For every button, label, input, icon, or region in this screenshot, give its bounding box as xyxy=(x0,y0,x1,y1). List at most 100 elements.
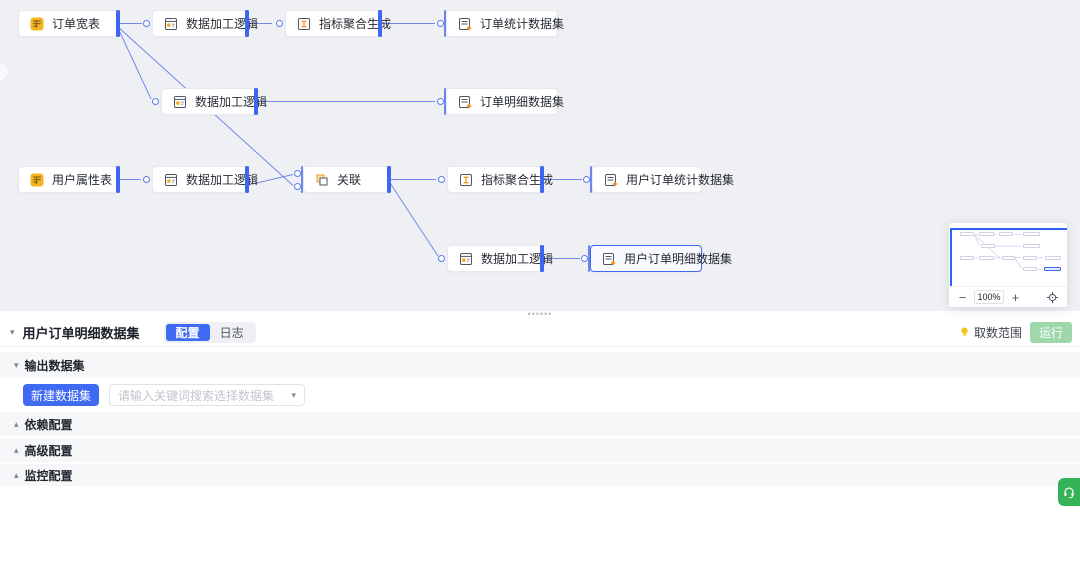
input-port[interactable] xyxy=(438,255,445,262)
flow-node[interactable]: 用户订单统计数据集 xyxy=(583,166,734,193)
input-port[interactable] xyxy=(276,20,283,27)
input-port-bar xyxy=(444,10,446,37)
input-port[interactable] xyxy=(294,170,301,177)
node-label: 数据加工逻辑 xyxy=(195,95,268,109)
input-port[interactable] xyxy=(294,183,301,190)
input-port[interactable] xyxy=(437,20,444,27)
output-dataset-content: 新建数据集 请输入关键词搜索选择数据集 xyxy=(0,378,1080,412)
drag-dots-icon xyxy=(528,311,553,318)
section-monitor-config[interactable]: 监控配置 xyxy=(0,464,1080,486)
flow-node[interactable]: 用户订单明细数据集 xyxy=(581,245,732,272)
flow-node[interactable]: 数据加工逻辑 xyxy=(438,245,553,272)
input-port-bar xyxy=(301,166,303,193)
panel-title: 用户订单明细数据集 xyxy=(22,325,140,341)
node-label: 订单宽表 xyxy=(52,17,101,31)
node-label: 数据加工逻辑 xyxy=(481,252,554,266)
dataset-icon xyxy=(604,173,618,187)
node-label: 指标聚合生成 xyxy=(481,173,554,187)
minimap-node xyxy=(1044,267,1061,272)
minimap-node xyxy=(999,232,1014,237)
zoom-in-button[interactable]: + xyxy=(1011,289,1020,305)
input-port[interactable] xyxy=(583,176,590,183)
output-port-bar[interactable] xyxy=(540,245,544,272)
new-dataset-button[interactable]: 新建数据集 xyxy=(23,384,100,406)
section-expand-icon xyxy=(14,361,19,370)
minimap-node xyxy=(1001,255,1015,260)
logic-icon xyxy=(459,252,473,266)
minimap-node xyxy=(979,232,994,237)
node-label: 关联 xyxy=(337,173,362,187)
flow-node[interactable]: 用户属性表 xyxy=(18,166,120,193)
minimap-node xyxy=(1023,232,1040,237)
output-port-bar[interactable] xyxy=(245,166,249,193)
minimap-edge xyxy=(974,234,980,246)
input-port[interactable] xyxy=(438,176,445,183)
input-port[interactable] xyxy=(581,255,588,262)
chevron-down-icon xyxy=(291,390,296,401)
flow-node[interactable]: 数据加工逻辑 xyxy=(152,88,267,115)
input-port[interactable] xyxy=(152,98,159,105)
flow-node[interactable]: 指标聚合生成 xyxy=(438,166,553,193)
minimap-node xyxy=(1023,267,1038,272)
run-button[interactable]: 运行 xyxy=(1030,321,1072,343)
zoom-out-button[interactable]: − xyxy=(958,289,967,305)
minimap-node xyxy=(1023,244,1040,249)
panel-collapse-icon[interactable] xyxy=(10,328,15,337)
minimap-view[interactable] xyxy=(949,223,1067,286)
node-config-header: 用户订单明细数据集 配置 日志 取数范围 运行 xyxy=(0,318,1080,347)
section-collapse-icon xyxy=(14,471,19,480)
flow-canvas[interactable]: 订单宽表 数据加工逻辑 指标聚合生成 订单统计数据集 数据加工逻辑 订单明细数据集 用户属性… xyxy=(0,0,1080,311)
output-port-bar[interactable] xyxy=(245,10,249,37)
section-dependency-config[interactable]: 依赖配置 xyxy=(0,412,1080,436)
zoom-level-value[interactable]: 100% xyxy=(974,290,1004,304)
tab-config[interactable]: 配置 xyxy=(165,323,210,341)
dataset-select-placeholder: 请输入关键词搜索选择数据集 xyxy=(118,388,275,403)
tab-log[interactable]: 日志 xyxy=(219,325,244,340)
output-port-bar[interactable] xyxy=(387,166,391,193)
node-label: 用户订单统计数据集 xyxy=(626,173,735,187)
section-advanced-config[interactable]: 高级配置 xyxy=(0,438,1080,462)
flow-node[interactable]: 订单统计数据集 xyxy=(437,10,564,37)
input-port-bar xyxy=(444,88,446,115)
headset-icon xyxy=(1064,487,1074,499)
flow-edge xyxy=(116,25,152,100)
flow-node[interactable]: 订单明细数据集 xyxy=(437,88,564,115)
section-output-dataset[interactable]: 输出数据集 xyxy=(0,352,1080,378)
output-port-bar[interactable] xyxy=(254,88,258,115)
minimap-edge-layer xyxy=(974,234,1044,270)
node-label: 用户属性表 xyxy=(52,173,113,187)
flow-edge xyxy=(247,174,294,186)
section-collapse-icon xyxy=(14,420,19,429)
table-icon xyxy=(30,173,44,187)
fetch-range-link[interactable]: 取数范围 xyxy=(959,324,1022,341)
dataset-select[interactable]: 请输入关键词搜索选择数据集 xyxy=(109,384,306,406)
minimap[interactable]: − 100% + xyxy=(948,222,1068,308)
support-button[interactable] xyxy=(1058,478,1080,506)
minimap-edge xyxy=(1014,257,1023,270)
output-port-bar[interactable] xyxy=(540,166,544,193)
node-label: 订单统计数据集 xyxy=(480,17,565,31)
header-actions: 取数范围 运行 xyxy=(959,321,1072,343)
panel-resize-handle[interactable] xyxy=(0,311,1080,318)
logic-icon xyxy=(164,173,178,187)
flow-node[interactable]: 数据加工逻辑 xyxy=(143,10,258,37)
flow-node[interactable]: 订单宽表 xyxy=(18,10,120,37)
minimap-node xyxy=(980,244,995,249)
flow-node[interactable]: 指标聚合生成 xyxy=(276,10,391,37)
input-port[interactable] xyxy=(143,176,150,183)
minimap-node xyxy=(1023,255,1038,260)
section-collapse-icon xyxy=(14,446,19,455)
locate-icon[interactable] xyxy=(1046,291,1059,304)
output-port-bar[interactable] xyxy=(378,10,382,37)
join-icon xyxy=(315,173,329,187)
input-port[interactable] xyxy=(437,98,444,105)
output-port-bar[interactable] xyxy=(116,10,120,37)
flow-edge xyxy=(389,182,439,257)
minimap-controls: − 100% + xyxy=(949,286,1067,307)
output-port-bar[interactable] xyxy=(116,166,120,193)
flow-node[interactable]: 关联 xyxy=(294,166,391,193)
minimap-viewport[interactable] xyxy=(950,228,1067,286)
flow-node[interactable]: 数据加工逻辑 xyxy=(143,166,258,193)
minimap-node xyxy=(959,232,975,237)
input-port[interactable] xyxy=(143,20,150,27)
